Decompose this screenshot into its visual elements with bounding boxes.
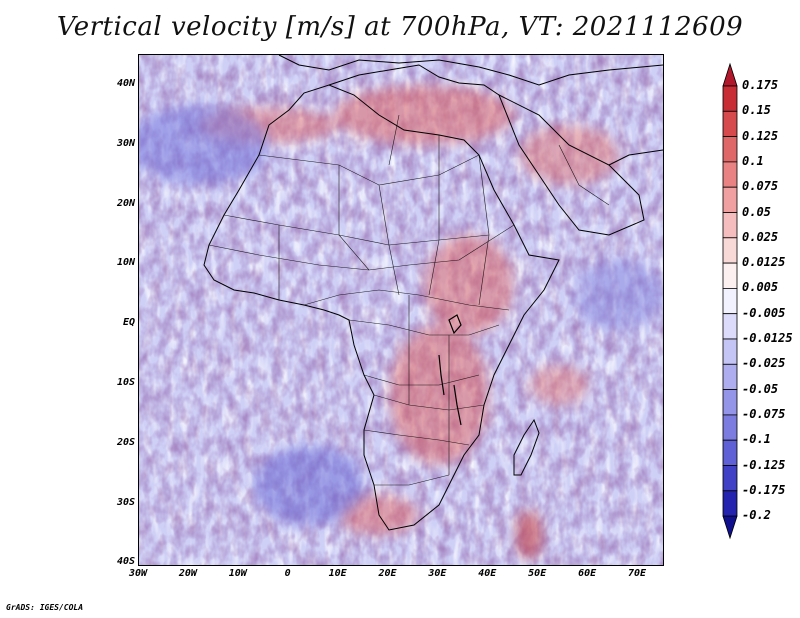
longitude-tick-label: 0 <box>284 568 291 579</box>
latitude-tick-label: 20N <box>116 197 135 209</box>
colorbar-swatch <box>722 363 738 390</box>
longitude-tick-label: 60E <box>578 568 597 579</box>
colorbar-swatch <box>722 490 738 517</box>
colorbar-tick-label: 0.0125 <box>742 255 786 270</box>
longitude-tick-label: 70E <box>627 568 647 579</box>
latitude-tick-label: 20S <box>116 436 135 448</box>
colorbar-tick-label: 0.15 <box>742 103 771 118</box>
colorbar-tick-label: -0.075 <box>742 406 786 421</box>
colorbar-tick-label: -0.0125 <box>742 331 793 345</box>
colorbar-swatch <box>722 212 738 239</box>
latitude-tick-label: 30N <box>116 137 135 149</box>
colorbar-swatch <box>722 465 738 492</box>
colorbar-swatch <box>722 85 738 112</box>
longitude-tick-label: 10E <box>328 568 347 579</box>
colorbar-tick-label: -0.05 <box>742 381 779 396</box>
colorbar-tick-label: 0.1 <box>742 153 764 168</box>
colorbar-min-arrow <box>722 515 738 540</box>
colorbar-swatch <box>722 110 738 137</box>
colorbar-swatch <box>722 439 738 466</box>
colorbar-swatch <box>722 287 738 315</box>
descent-gyres <box>139 105 663 525</box>
colorbar-tick-label: 0.075 <box>742 179 779 194</box>
mediterranean-coastline <box>328 64 500 96</box>
map-panel <box>138 54 664 566</box>
colorbar-tick-label: -0.125 <box>742 457 786 472</box>
latitude-tick-label: 10N <box>116 257 135 269</box>
iran-coast <box>608 149 663 166</box>
colorbar-swatch <box>722 262 738 289</box>
colorbar-swatch <box>722 389 738 416</box>
africa-coastline <box>203 84 560 531</box>
country-borders <box>208 114 610 486</box>
colorbar-tick-label: 0.05 <box>742 204 771 219</box>
latitude-tick-label: 40N <box>116 78 135 89</box>
colorbar-swatch <box>722 313 738 340</box>
grads-credit: GrADS: IGES/COLA <box>6 603 84 612</box>
arabia-coastline <box>498 93 645 236</box>
colorbar-swatch <box>722 186 738 213</box>
colorbar-tick-label: 0.125 <box>742 128 779 143</box>
velocity-field-map <box>139 55 663 565</box>
longitude-tick-label: 10W <box>228 568 247 579</box>
latitude-tick-label: 40S <box>116 556 135 568</box>
colorbar <box>722 62 738 540</box>
colorbar-tick-label: -0.1 <box>742 432 771 447</box>
colorbar-tick-label: 0.025 <box>742 229 779 244</box>
colorbar-tick-label: -0.175 <box>742 482 786 497</box>
colorbar-tick-label: -0.2 <box>742 508 771 523</box>
map-title: Vertical velocity [m/s] at 700hPa, VT: 2… <box>56 12 744 42</box>
latitude-tick-label: EQ <box>122 317 135 329</box>
longitude-tick-label: 50E <box>528 568 547 579</box>
latitude-tick-label: 30S <box>116 496 135 508</box>
coastlines <box>203 55 663 531</box>
colorbar-tick-label: -0.005 <box>742 305 786 320</box>
colorbar-swatch <box>722 338 738 365</box>
lakes <box>438 314 462 426</box>
colorbar-swatch <box>722 136 738 163</box>
colorbar-max-arrow <box>722 62 738 87</box>
longitude-tick-label: 20W <box>178 568 197 579</box>
longitude-tick-label: 30E <box>428 568 447 579</box>
colorbar-swatch <box>722 237 738 264</box>
colorbar-tick-label: -0.025 <box>742 356 786 371</box>
europe-coastline <box>278 55 663 86</box>
colorbar-tick-label: 0.175 <box>742 78 779 92</box>
colorbar-swatch <box>722 161 738 188</box>
colorbar-tick-label: 0.005 <box>742 280 779 295</box>
longitude-tick-label: 20E <box>378 568 397 579</box>
colorbar-swatch <box>722 414 738 441</box>
longitude-tick-label: 40E <box>478 568 497 579</box>
madagascar-coastline <box>513 418 540 476</box>
latitude-tick-label: 10S <box>116 377 135 388</box>
longitude-tick-label: 30W <box>128 568 148 579</box>
